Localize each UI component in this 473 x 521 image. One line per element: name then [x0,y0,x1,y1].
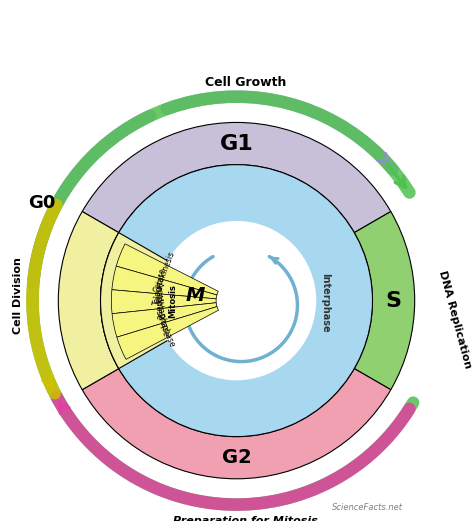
Text: M: M [186,287,205,305]
Wedge shape [58,212,119,390]
Text: G2: G2 [222,448,251,467]
Wedge shape [82,369,391,479]
Wedge shape [112,290,216,314]
Wedge shape [112,303,217,337]
Text: Cell Growth: Cell Growth [205,76,287,89]
Text: Mitosis: Mitosis [169,283,178,318]
Wedge shape [112,266,217,299]
Text: Cell Cycle: Cell Cycle [152,16,321,47]
Wedge shape [82,122,391,232]
Wedge shape [354,212,415,390]
Text: Interphase: Interphase [320,273,330,333]
Wedge shape [117,306,219,359]
Text: Prophase: Prophase [154,312,176,349]
Text: Telophase: Telophase [152,267,168,306]
Wedge shape [101,232,236,369]
Text: G1: G1 [219,133,254,154]
Text: Cytokinesis: Cytokinesis [152,250,177,294]
Text: Metaphase: Metaphase [152,294,169,338]
Text: S: S [385,291,402,311]
Circle shape [101,165,372,437]
Wedge shape [116,244,219,295]
Text: ScienceFacts.net: ScienceFacts.net [333,503,403,512]
Circle shape [157,221,316,380]
Text: Cell Division: Cell Division [13,257,24,334]
Text: Anaphase: Anaphase [154,282,164,320]
Text: G0: G0 [28,194,56,212]
Text: Preparation for Mitosis: Preparation for Mitosis [174,516,318,521]
Text: DNA Replication: DNA Replication [437,269,473,369]
